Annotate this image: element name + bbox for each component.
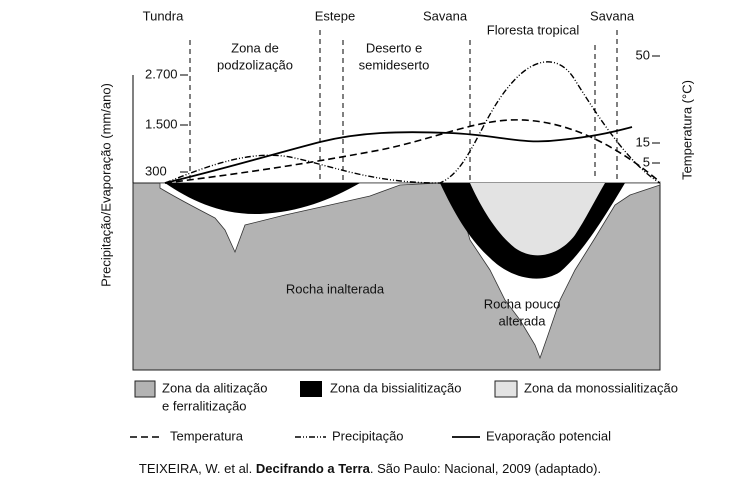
zone-label: Tundra <box>143 8 184 23</box>
rock-label: alterada <box>499 313 547 328</box>
legend-label: Temperatura <box>170 428 244 443</box>
zone-label: Savana <box>423 8 468 23</box>
precipitation-curve <box>164 61 661 184</box>
bissialitization-zone <box>165 183 360 215</box>
subzone-label: Zona de <box>231 40 279 55</box>
legend-label: Evaporação potencial <box>486 428 611 443</box>
legend-label: Zona da monossialitização <box>524 380 678 395</box>
subzone-label: Deserto e <box>366 40 422 55</box>
legend-label: e ferralitização <box>162 398 247 413</box>
evaporation-curve <box>164 126 633 184</box>
rock-label: Rocha pouco <box>484 296 561 311</box>
zone-label: Estepe <box>315 8 355 23</box>
right-axis-label: Temperatura (°C) <box>679 80 694 180</box>
caption-rest: . São Paulo: Nacional, 2009 (adaptado). <box>370 461 601 476</box>
legend-label: Precipitação <box>332 428 404 443</box>
legend-swatch <box>300 381 322 397</box>
caption-authors: TEIXEIRA, W. et al. <box>139 461 256 476</box>
caption-title: Decifrando a Terra <box>256 461 371 476</box>
legend-swatch <box>134 380 156 398</box>
monossialitization-zone <box>470 183 605 256</box>
caption: TEIXEIRA, W. et al. Decifrando a Terra. … <box>139 461 601 476</box>
right-tick-label: 5 <box>643 154 650 169</box>
legend-swatch <box>494 380 518 398</box>
zone-label: Savana <box>590 8 635 23</box>
temperature-curve <box>164 119 661 184</box>
right-tick-label: 15 <box>636 134 650 149</box>
left-tick-label: 300 <box>145 163 167 178</box>
rock-label: Rocha inalterada <box>286 281 385 296</box>
right-tick-label: 50 <box>636 47 650 62</box>
left-axis-label: Precipitação/Evaporação (mm/ano) <box>98 83 113 287</box>
subzone-label: semideserto <box>359 57 430 72</box>
zone-label: Floresta tropical <box>487 22 580 37</box>
legend-label: Zona da bissialitização <box>330 380 462 395</box>
left-tick-label: 2.700 <box>145 66 178 81</box>
legend-label: Zona da alitização <box>162 380 268 395</box>
subzone-label: podzolização <box>217 57 293 72</box>
left-tick-label: 1.500 <box>145 116 178 131</box>
